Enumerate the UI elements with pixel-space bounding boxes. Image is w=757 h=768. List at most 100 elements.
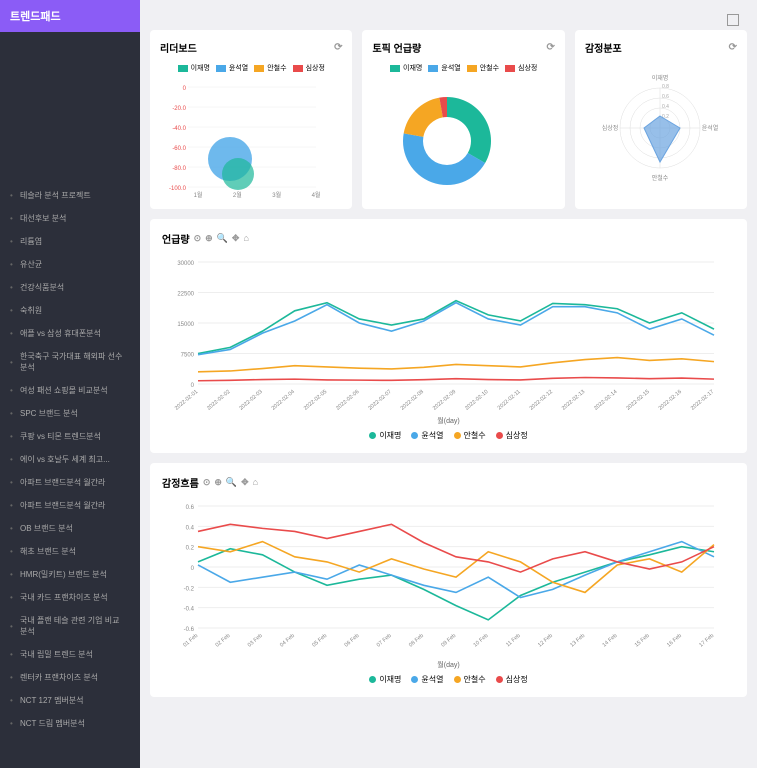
sentiment-xlabel: 월(day) [162, 660, 735, 670]
svg-text:0.6: 0.6 [662, 94, 669, 100]
tool-search-icon[interactable]: 🔍 [217, 233, 228, 244]
svg-text:02 Feb: 02 Feb [215, 633, 232, 649]
legend-item: 심상정 [496, 674, 528, 685]
svg-text:2022-02-17: 2022-02-17 [690, 389, 715, 412]
more-icon[interactable]: ⟳ [334, 42, 342, 53]
sentiment-title: 감정흐름 [162, 475, 199, 490]
svg-text:04 Feb: 04 Feb [279, 633, 296, 649]
donut-title: 토픽 언급량 [372, 40, 421, 55]
svg-text:7500: 7500 [181, 353, 195, 359]
sidebar-item[interactable]: SPC 브랜드 분석 [0, 402, 140, 425]
legend-item: 이재명 [369, 430, 401, 441]
svg-text:-0.2: -0.2 [184, 586, 195, 592]
svg-text:4월: 4월 [312, 191, 320, 199]
more-icon[interactable]: ⟳ [547, 42, 555, 53]
svg-text:0: 0 [191, 383, 195, 389]
legend-item: 안철수 [467, 63, 499, 73]
sidebar-item[interactable]: 숙취원 [0, 299, 140, 322]
svg-text:16 Feb: 16 Feb [666, 633, 683, 649]
tool-reset-icon[interactable]: ⊙ [203, 477, 211, 488]
svg-text:0: 0 [183, 86, 187, 92]
svg-text:윤석열: 윤석열 [702, 124, 719, 132]
sidebar-item[interactable]: 리튬염 [0, 230, 140, 253]
svg-text:안철수: 안철수 [652, 174, 669, 182]
legend-item: 윤석열 [411, 430, 443, 441]
tool-zoom-icon[interactable]: ⊕ [205, 233, 213, 244]
svg-text:07 Feb: 07 Feb [376, 633, 393, 649]
sidebar: 트렌드패드 ⊙ 대시보드 ⊟ 프로젝트 ⌄ 테슬라 분석 프로젝트대선후보 분석… [0, 0, 140, 768]
expand-icon[interactable] [727, 14, 739, 26]
sidebar-item[interactable]: 한국축구 국가대표 해외파 선수 분석 [0, 345, 140, 379]
svg-text:06 Feb: 06 Feb [344, 633, 361, 649]
leaderboard-chart: 0-20.0-40.0-60.0-80.0-100.01월2월3월4월 [160, 79, 320, 199]
svg-text:2022-02-06: 2022-02-06 [335, 389, 360, 412]
sidebar-item[interactable]: 테슬라 분석 프로젝트 [0, 184, 140, 207]
sidebar-item[interactable]: 쿠팡 vs 티몬 트렌드분석 [0, 425, 140, 448]
radar-card: 감정분포 ⟳ 0.20.40.60.8이재명윤석열안철수심상정 [575, 30, 747, 209]
mentions-card: 언급량 ⊙ ⊕ 🔍 ✥ ⌂ 075001500022500300002022-0… [150, 219, 747, 453]
tool-zoom-icon[interactable]: ⊕ [214, 477, 222, 488]
svg-text:2022-02-14: 2022-02-14 [593, 389, 618, 412]
sidebar-item[interactable]: 유산균 [0, 253, 140, 276]
svg-text:0.4: 0.4 [662, 104, 669, 110]
svg-text:01 Feb: 01 Feb [182, 633, 199, 649]
brand-logo[interactable]: 트렌드패드 [0, 0, 140, 32]
tool-pan-icon[interactable]: ✥ [241, 477, 249, 488]
svg-text:-80.0: -80.0 [172, 166, 186, 172]
svg-text:2022-02-10: 2022-02-10 [464, 389, 489, 412]
svg-text:14 Feb: 14 Feb [602, 633, 619, 649]
sidebar-item[interactable]: 국내 플랜 테슬 관련 기업 비교 분석 [0, 609, 140, 643]
sidebar-item[interactable]: 애플 vs 삼성 휴대폰분석 [0, 322, 140, 345]
tool-reset-icon[interactable]: ⊙ [194, 233, 202, 244]
svg-text:15000: 15000 [177, 322, 194, 328]
svg-text:2022-02-04: 2022-02-04 [271, 389, 296, 412]
mentions-title: 언급량 [162, 231, 190, 246]
sidebar-item[interactable]: 해초 브랜드 분석 [0, 540, 140, 563]
svg-text:2022-02-07: 2022-02-07 [367, 389, 392, 412]
svg-text:2022-02-01: 2022-02-01 [174, 389, 199, 412]
sidebar-item[interactable]: 렌터카 프랜차이즈 분석 [0, 666, 140, 689]
sidebar-item[interactable]: 국내 립밀 트렌드 분석 [0, 643, 140, 666]
legend-item: 안철수 [254, 63, 286, 73]
sidebar-item[interactable]: 건강식품분석 [0, 276, 140, 299]
sidebar-item[interactable]: 아파트 브랜드분석 월간라 [0, 471, 140, 494]
svg-text:05 Feb: 05 Feb [311, 633, 328, 649]
tool-pan-icon[interactable]: ✥ [232, 233, 240, 244]
sidebar-item[interactable]: HMR(밀키트) 브랜드 분석 [0, 563, 140, 586]
sidebar-item[interactable]: 국내 카드 프랜차이즈 분석 [0, 586, 140, 609]
sidebar-item[interactable]: 아파트 브랜드분석 월간라 [0, 494, 140, 517]
sidebar-item[interactable]: 대선후보 분석 [0, 207, 140, 230]
svg-text:2022-02-08: 2022-02-08 [400, 389, 425, 412]
brand-text: 트렌드패드 [10, 11, 61, 23]
sidebar-item[interactable]: 에이 vs 호날두 세계 최고... [0, 448, 140, 471]
mentions-chart: 075001500022500300002022-02-012022-02-02… [162, 254, 722, 414]
svg-text:11 Feb: 11 Feb [505, 633, 522, 648]
svg-text:10 Feb: 10 Feb [473, 633, 490, 649]
svg-text:-0.6: -0.6 [184, 627, 195, 633]
sidebar-item[interactable]: 여성 패션 쇼핑몰 비교분석 [0, 379, 140, 402]
svg-text:0.6: 0.6 [186, 505, 195, 511]
more-icon[interactable]: ⟳ [729, 42, 737, 53]
topbar [150, 10, 747, 30]
svg-text:1월: 1월 [194, 191, 203, 199]
radar-title: 감정분포 [585, 40, 622, 55]
svg-text:0: 0 [191, 566, 195, 572]
svg-text:22500: 22500 [177, 292, 194, 298]
chart-tools: ⊙ ⊕ 🔍 ✥ ⌂ [194, 233, 249, 244]
sidebar-item[interactable]: NCT 드림 멤버분석 [0, 712, 140, 735]
svg-text:-100.0: -100.0 [169, 186, 187, 192]
svg-text:09 Feb: 09 Feb [440, 633, 457, 649]
svg-text:08 Feb: 08 Feb [408, 633, 425, 649]
legend-item: 윤석열 [428, 63, 460, 73]
svg-text:이재명: 이재명 [652, 74, 669, 82]
legend-item: 심상정 [496, 430, 528, 441]
svg-text:2022-02-02: 2022-02-02 [206, 389, 231, 412]
tool-home-icon[interactable]: ⌂ [243, 233, 248, 244]
sidebar-item[interactable]: NCT 127 멤버분석 [0, 689, 140, 712]
tool-home-icon[interactable]: ⌂ [253, 477, 258, 488]
legend-item: 심상정 [293, 63, 325, 73]
svg-text:15 Feb: 15 Feb [634, 633, 651, 649]
svg-text:-20.0: -20.0 [172, 106, 186, 112]
tool-search-icon[interactable]: 🔍 [226, 477, 237, 488]
sidebar-item[interactable]: OB 브랜드 분석 [0, 517, 140, 540]
